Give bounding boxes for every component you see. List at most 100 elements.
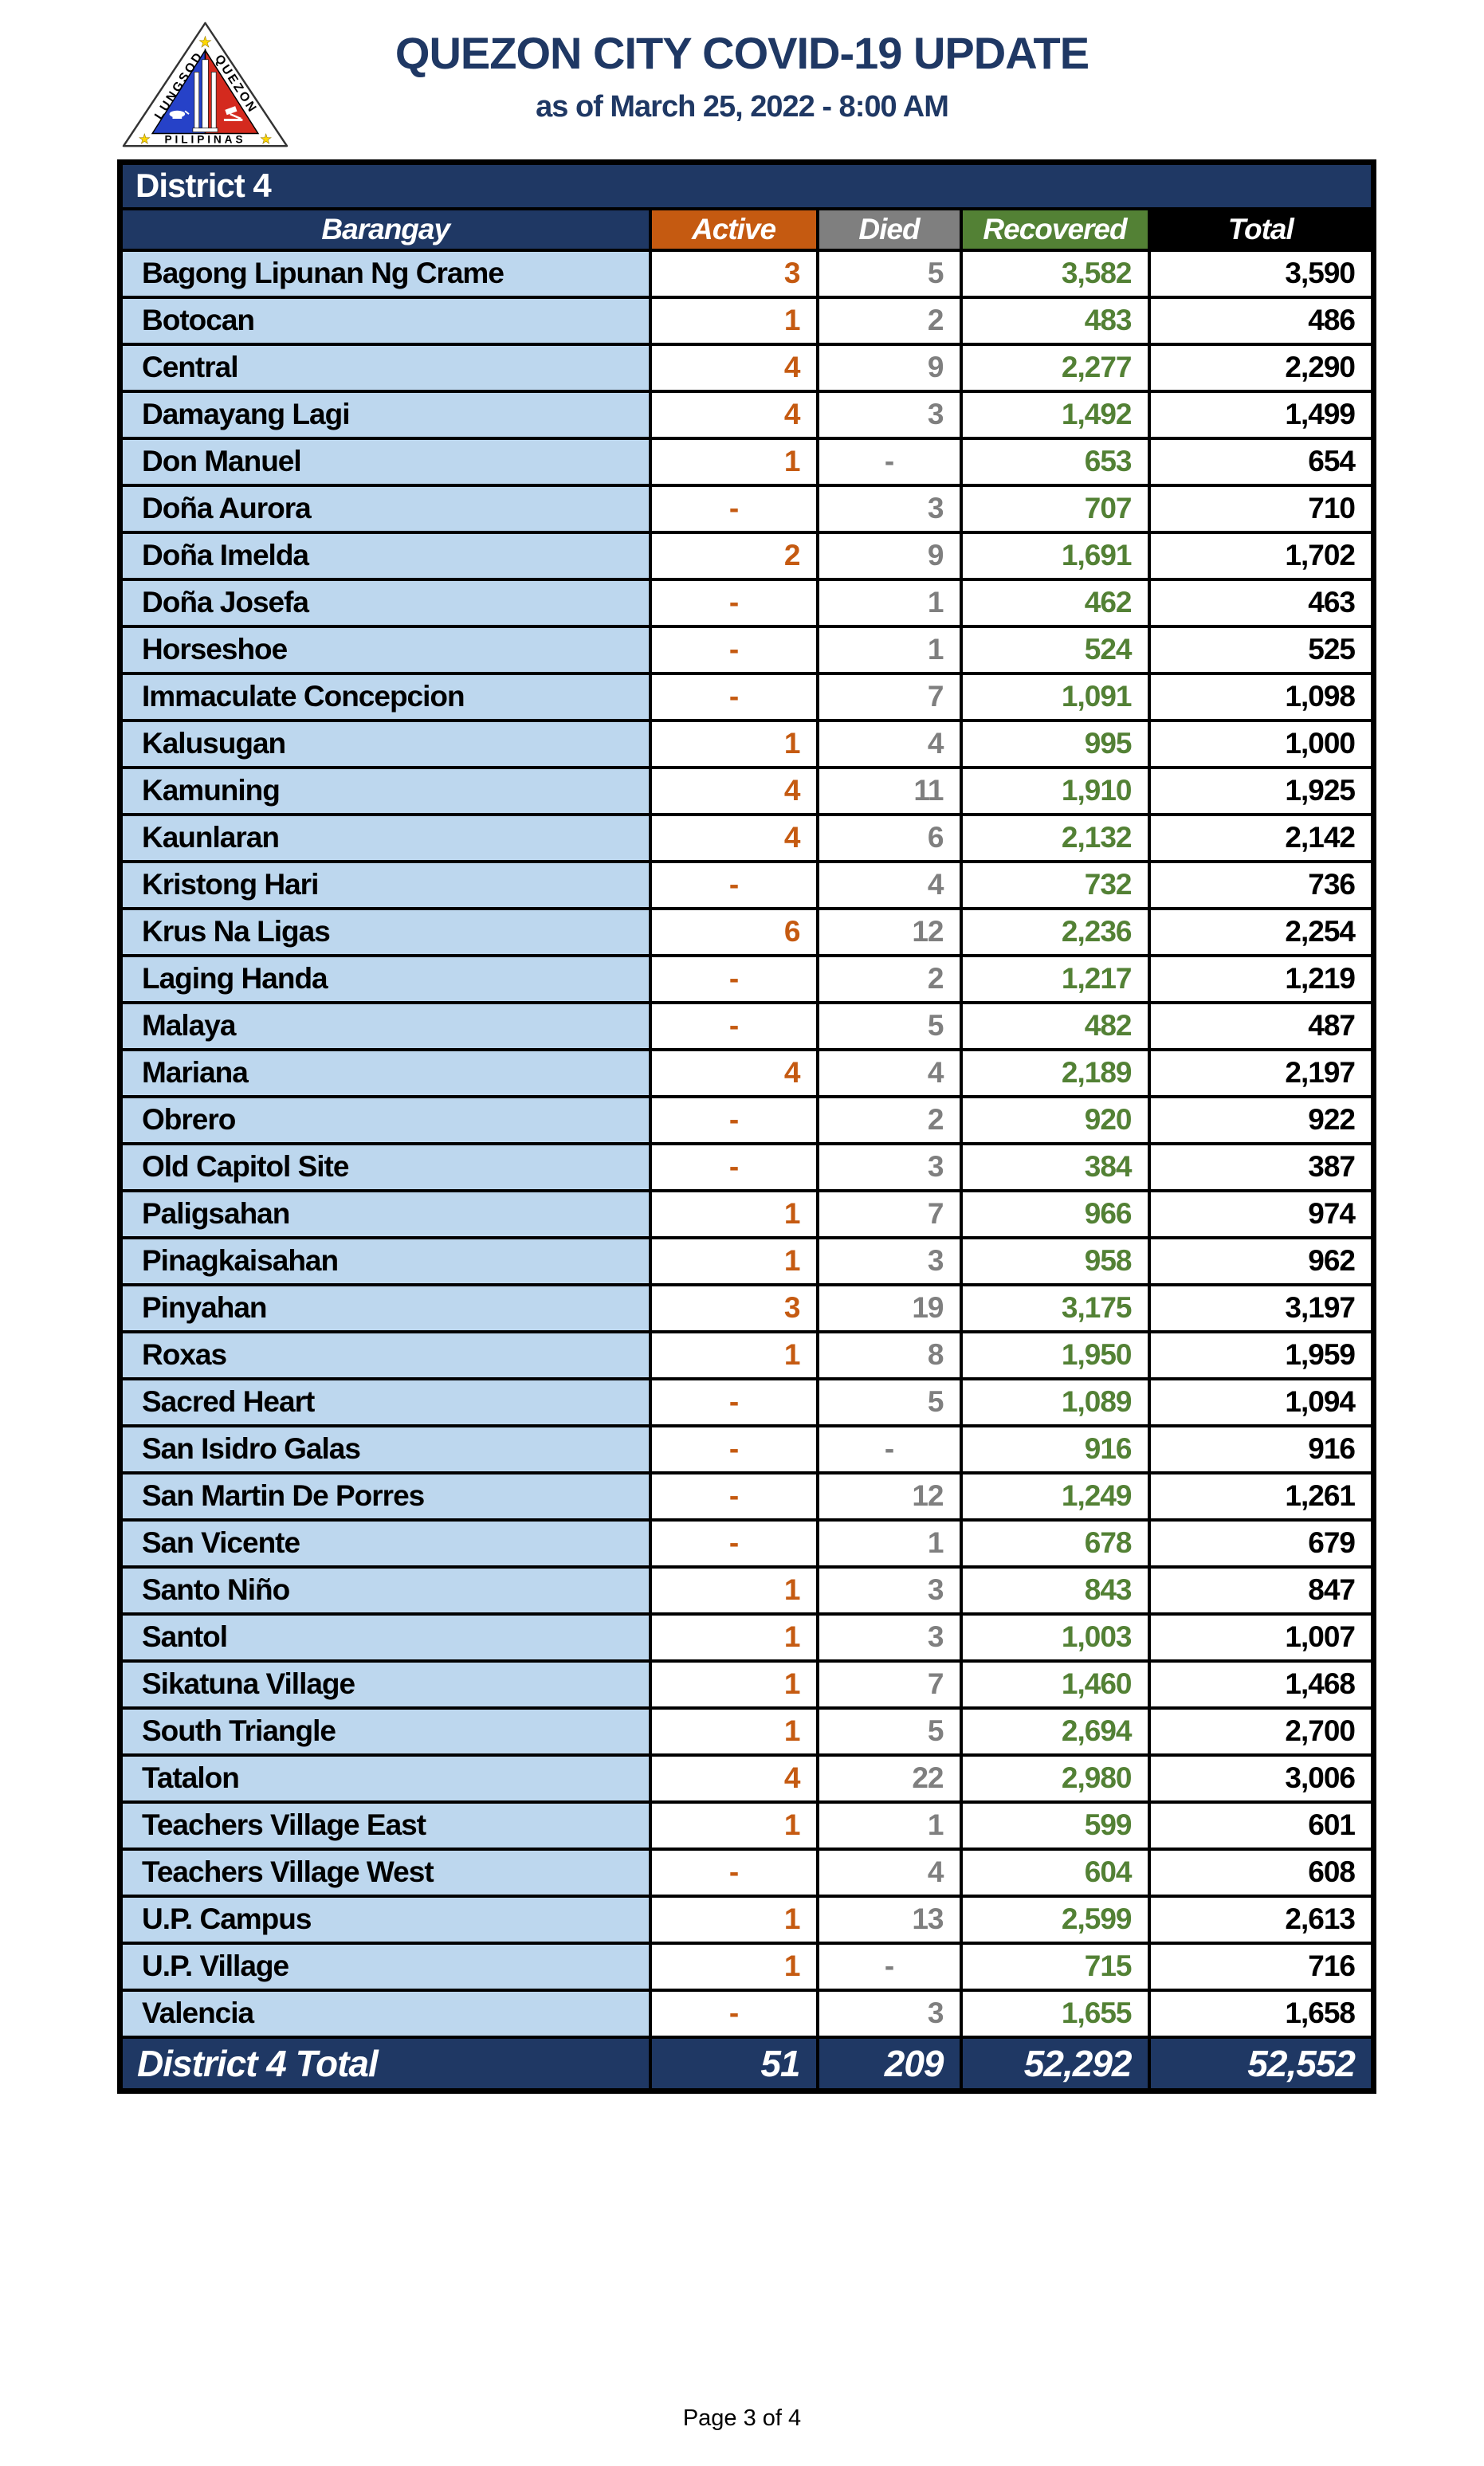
cell-total: 2,613 xyxy=(1147,1894,1376,1945)
logo-text-pilipinas: PILIPINAS xyxy=(165,133,246,145)
table-row: Central 4 9 2,277 2,290 xyxy=(118,342,1376,393)
cell-barangay: Old Capitol Site xyxy=(118,1141,652,1192)
cell-active: - xyxy=(648,1518,819,1569)
cell-died: 7 xyxy=(815,671,963,722)
table-row: Santol 1 3 1,003 1,007 xyxy=(118,1612,1376,1663)
cell-recovered: 1,249 xyxy=(959,1471,1151,1522)
table-row: Don Manuel 1-653 654 xyxy=(118,436,1376,487)
page-subtitle: as of March 25, 2022 - 8:00 AM xyxy=(536,90,949,124)
cell-barangay: Santol xyxy=(118,1612,652,1663)
cell-barangay: Don Manuel xyxy=(118,436,652,487)
cell-died: 9 xyxy=(815,530,963,581)
table-row: Kristong Hari -4 732 736 xyxy=(118,859,1376,910)
table-row: Doña Josefa -1 462 463 xyxy=(118,577,1376,628)
cell-active: 1 xyxy=(648,1329,819,1380)
cell-recovered: 653 xyxy=(959,436,1151,487)
cell-recovered: 1,089 xyxy=(959,1376,1151,1427)
cell-active: 1 xyxy=(648,436,819,487)
cell-total: 3,197 xyxy=(1147,1282,1376,1333)
cell-recovered: 916 xyxy=(959,1423,1151,1474)
cell-recovered: 707 xyxy=(959,483,1151,534)
cell-total: 1,219 xyxy=(1147,953,1376,1004)
cell-recovered: 1,217 xyxy=(959,953,1151,1004)
cell-barangay: Krus Na Ligas xyxy=(118,906,652,957)
cell-barangay: Doña Josefa xyxy=(118,577,652,628)
cell-active: - xyxy=(648,1000,819,1051)
cell-died: 4 xyxy=(815,1847,963,1898)
table-row: Teachers Village East 1 1 599 601 xyxy=(118,1800,1376,1851)
cell-died: 6 xyxy=(815,812,963,863)
cell-active: 4 xyxy=(648,765,819,816)
cell-total: 487 xyxy=(1147,1000,1376,1051)
cell-died: 5 xyxy=(815,1376,963,1427)
cell-recovered: 1,691 xyxy=(959,530,1151,581)
cell-total: 2,254 xyxy=(1147,906,1376,957)
cell-active: 4 xyxy=(648,1047,819,1098)
cell-barangay: Doña Aurora xyxy=(118,483,652,534)
table-row: San Vicente -1 678 679 xyxy=(118,1518,1376,1569)
cell-barangay: Roxas xyxy=(118,1329,652,1380)
cell-barangay: U.P. Village xyxy=(118,1941,652,1992)
cell-died: 9 xyxy=(815,342,963,393)
table-row: Doña Aurora -3 707 710 xyxy=(118,483,1376,534)
cell-active: 1 xyxy=(648,1659,819,1710)
cell-total: 916 xyxy=(1147,1423,1376,1474)
cell-died: 22 xyxy=(815,1753,963,1804)
total-row-recovered: 52,292 xyxy=(959,2035,1151,2093)
logo-monument xyxy=(192,59,218,132)
cell-barangay: Paligsahan xyxy=(118,1188,652,1239)
logo-star-icon: ★ xyxy=(198,34,212,51)
table-row: Horseshoe -1 524 525 xyxy=(118,624,1376,675)
column-header-recovered: Recovered xyxy=(959,206,1151,252)
cell-total: 463 xyxy=(1147,577,1376,628)
table-row: San Martin De Porres -12 1,249 1,261 xyxy=(118,1471,1376,1522)
total-row-died: 209 xyxy=(815,2035,963,2093)
cell-total: 2,142 xyxy=(1147,812,1376,863)
cell-recovered: 2,189 xyxy=(959,1047,1151,1098)
cell-total: 710 xyxy=(1147,483,1376,534)
cell-recovered: 966 xyxy=(959,1188,1151,1239)
cell-active: - xyxy=(648,1988,819,2039)
cell-total: 1,959 xyxy=(1147,1329,1376,1380)
cell-total: 1,925 xyxy=(1147,765,1376,816)
table-row: San Isidro Galas - -916 916 xyxy=(118,1423,1376,1474)
cell-total: 974 xyxy=(1147,1188,1376,1239)
qc-seal-logo: ★ ★ ★ LUNGSOD QUEZON PILIPINAS xyxy=(122,22,289,147)
district4-table: District 4 Barangay Active Died Recovere… xyxy=(117,159,1376,2094)
cell-active: - xyxy=(648,1847,819,1898)
cell-active: - xyxy=(648,671,819,722)
cell-died: 12 xyxy=(815,906,963,957)
cell-died: 1 xyxy=(815,1800,963,1851)
cell-died: 4 xyxy=(815,1047,963,1098)
cell-died: 7 xyxy=(815,1659,963,1710)
cell-barangay: Horseshoe xyxy=(118,624,652,675)
table-row: U.P. Village 1-715 716 xyxy=(118,1941,1376,1992)
cell-barangay: Kristong Hari xyxy=(118,859,652,910)
cell-active: - xyxy=(648,577,819,628)
cell-recovered: 3,582 xyxy=(959,248,1151,299)
table-row: Kalusugan 1 4 995 1,000 xyxy=(118,718,1376,769)
cell-recovered: 715 xyxy=(959,1941,1151,1992)
cell-barangay: Laging Handa xyxy=(118,953,652,1004)
cell-active: 1 xyxy=(648,718,819,769)
cell-barangay: Doña Imelda xyxy=(118,530,652,581)
cell-recovered: 2,236 xyxy=(959,906,1151,957)
column-header-barangay: Barangay xyxy=(118,206,652,252)
cell-active: - xyxy=(648,1423,819,1474)
cell-total: 2,197 xyxy=(1147,1047,1376,1098)
cell-total: 1,468 xyxy=(1147,1659,1376,1710)
cell-active: 1 xyxy=(648,1565,819,1616)
cell-total: 847 xyxy=(1147,1565,1376,1616)
cell-total: 922 xyxy=(1147,1094,1376,1145)
table-row: Paligsahan 1 7 966 974 xyxy=(118,1188,1376,1239)
cell-barangay: Sacred Heart xyxy=(118,1376,652,1427)
cell-barangay: Pinyahan xyxy=(118,1282,652,1333)
table-row: Bagong Lipunan Ng Crame 3 5 3,582 3,590 xyxy=(118,248,1376,299)
cell-died: 3 xyxy=(815,1565,963,1616)
cell-barangay: Sikatuna Village xyxy=(118,1659,652,1710)
column-header-active: Active xyxy=(648,206,819,252)
cell-recovered: 1,091 xyxy=(959,671,1151,722)
cell-total: 1,000 xyxy=(1147,718,1376,769)
page-title: QUEZON CITY COVID-19 UPDATE xyxy=(395,28,1089,78)
